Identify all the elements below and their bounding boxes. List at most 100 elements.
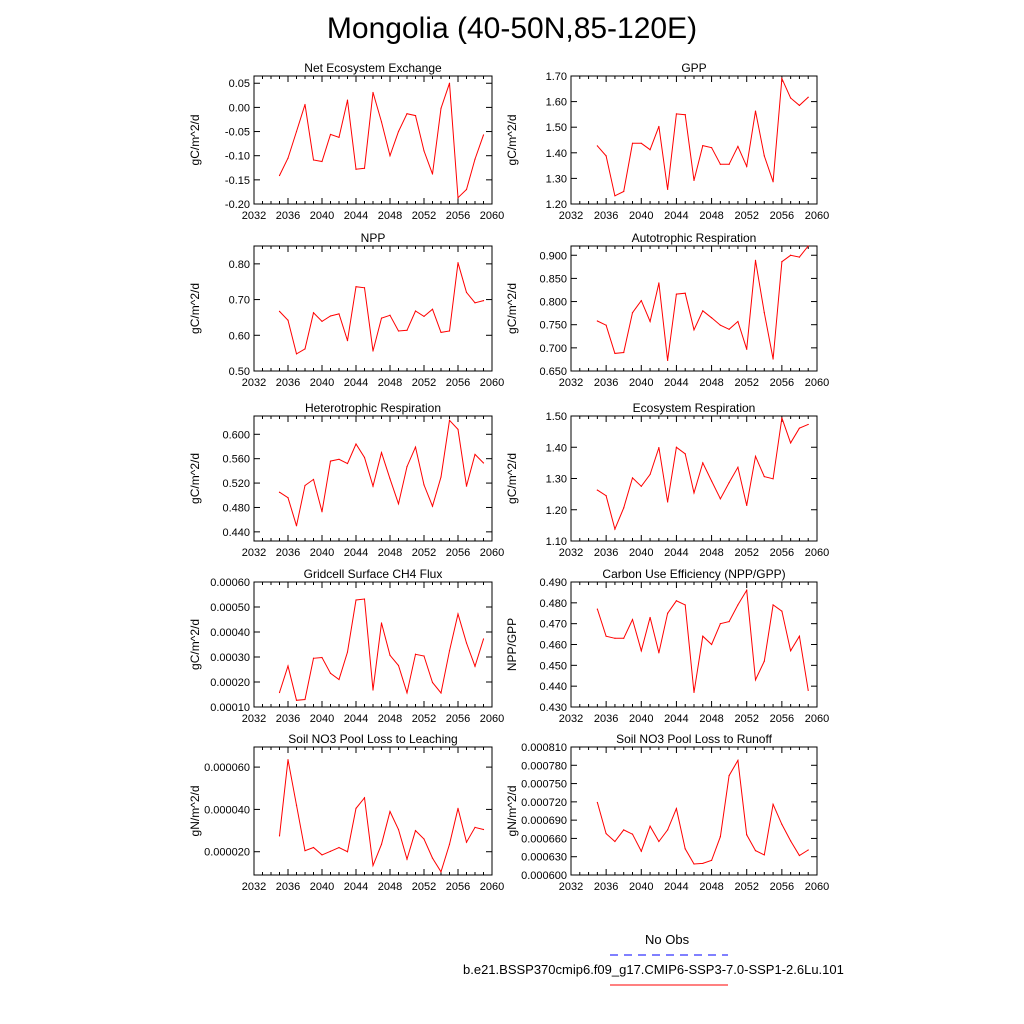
series-line — [597, 417, 809, 531]
x-tick-label: 2044 — [344, 377, 368, 389]
y-tick-label: 1.30 — [546, 474, 567, 486]
data-point — [295, 699, 298, 701]
y-tick-label: 0.650 — [539, 366, 567, 378]
data-point — [737, 466, 739, 468]
plot-frame — [253, 415, 493, 542]
data-point — [649, 825, 651, 827]
data-point — [431, 681, 434, 684]
data-point — [631, 833, 634, 835]
x-tick-label: 2052 — [734, 881, 758, 893]
data-point — [614, 195, 616, 197]
x-tick-label: 2060 — [480, 881, 504, 893]
y-tick-label: 0.700 — [539, 343, 567, 355]
data-point — [737, 145, 739, 147]
y-tick-label: 0.470 — [539, 619, 567, 631]
data-point — [278, 174, 281, 177]
y-tick-label: 1.40 — [546, 442, 567, 454]
data-point — [781, 823, 783, 826]
data-point — [605, 495, 607, 497]
data-point — [448, 650, 451, 652]
data-point — [423, 484, 425, 486]
data-point — [329, 315, 332, 317]
data-point — [406, 858, 408, 860]
chart-panel-4: Heterotrophic Respiration gC/m^2/d 2032 203… — [188, 401, 504, 559]
data-point — [346, 462, 349, 465]
data-point — [372, 91, 374, 94]
data-point — [649, 473, 651, 476]
data-point — [321, 160, 323, 163]
chart-title: Gridcell Surface CH4 Flux — [304, 567, 443, 581]
data-point — [781, 261, 783, 263]
data-point — [304, 698, 306, 701]
data-point — [693, 179, 695, 182]
data-point — [355, 807, 357, 809]
data-point — [355, 168, 357, 170]
data-point — [737, 604, 739, 606]
data-point — [763, 476, 765, 478]
series-line — [279, 419, 484, 526]
x-tick-label: 2044 — [664, 713, 688, 725]
data-point — [596, 801, 598, 804]
x-tick-label: 2044 — [664, 377, 688, 389]
x-tick-label: 2036 — [276, 713, 300, 725]
series-line — [279, 262, 484, 355]
data-point — [474, 453, 476, 456]
data-point — [329, 133, 332, 136]
x-tick-label: 2052 — [734, 210, 758, 222]
data-point — [623, 829, 625, 831]
data-point — [790, 442, 792, 444]
chart-panel-9: Soil NO3 Pool Loss to Runoff gN/m^2/d 2032… — [505, 732, 829, 893]
x-tick-label: 2040 — [310, 881, 334, 893]
data-point — [623, 190, 625, 193]
y-tick-label: 0.000750 — [521, 779, 567, 791]
data-point — [763, 312, 765, 314]
data-point — [346, 851, 349, 853]
data-point — [457, 428, 459, 431]
data-point — [719, 623, 721, 625]
data-point — [807, 245, 809, 247]
data-point — [605, 635, 607, 637]
data-point — [684, 604, 686, 606]
data-point — [798, 256, 801, 258]
data-point — [329, 460, 332, 462]
y-tick-label: 0.60 — [229, 330, 250, 342]
y-tick-label: 0.440 — [539, 681, 567, 693]
y-tick-label: 0.00020 — [210, 677, 250, 689]
data-point — [312, 159, 315, 161]
x-tick-label: 2060 — [805, 881, 829, 893]
data-point — [465, 188, 468, 191]
data-point — [482, 300, 485, 302]
data-point — [728, 775, 730, 777]
y-tick-label: 1.30 — [546, 173, 567, 185]
x-tick-label: 2048 — [699, 377, 723, 389]
chart-title: NPP — [361, 231, 386, 245]
data-point — [702, 635, 704, 637]
x-tick-label: 2056 — [446, 713, 470, 725]
data-point — [798, 427, 801, 429]
data-point — [338, 313, 340, 315]
y-axis-label: gN/m^2/d — [188, 786, 202, 837]
chart-title: Net Ecosystem Exchange — [304, 61, 442, 75]
y-tick-label: 1.20 — [546, 199, 567, 211]
data-point — [807, 849, 809, 851]
data-point — [287, 157, 289, 159]
y-tick-label: 1.60 — [546, 97, 567, 109]
x-tick-label: 2036 — [276, 377, 300, 389]
x-tick-label: 2048 — [378, 881, 402, 893]
y-tick-label: 1.10 — [546, 536, 567, 548]
data-point — [321, 656, 323, 659]
data-point — [667, 188, 669, 191]
x-tick-label: 2052 — [412, 713, 436, 725]
data-point — [440, 692, 442, 694]
y-tick-label: -0.10 — [225, 151, 250, 163]
data-point — [338, 846, 340, 849]
x-tick-label: 2036 — [276, 210, 300, 222]
data-point — [287, 759, 289, 761]
data-point — [631, 618, 634, 621]
y-tick-label: 0.00060 — [210, 577, 250, 589]
chart-panel-0: Net Ecosystem Exchange gC/m^2/d 2032 2036 20… — [188, 61, 504, 222]
data-point — [728, 163, 730, 165]
x-tick-label: 2036 — [276, 881, 300, 893]
data-point — [278, 691, 281, 694]
data-point — [397, 130, 400, 133]
